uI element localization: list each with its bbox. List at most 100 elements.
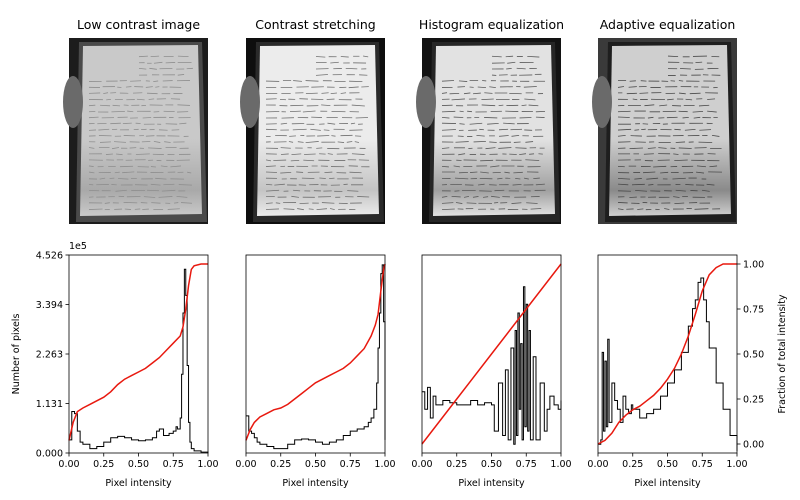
x-tick-label: 1.00 [726, 459, 747, 470]
handwriting-stroke [459, 123, 465, 125]
histogram-line [246, 264, 386, 450]
handwriting-stroke [480, 159, 494, 162]
handwriting-stroke [535, 183, 545, 186]
handwriting-stroke [163, 183, 175, 186]
handwriting-stroke [291, 153, 302, 155]
handwriting-stroke [664, 208, 670, 210]
y-tick-label-right: 0.25 [743, 395, 764, 406]
handwriting-stroke [658, 147, 667, 149]
x-tick-label: 0.50 [657, 459, 678, 470]
y-tick-label-right: 0.50 [743, 350, 764, 361]
handwriting-stroke [114, 141, 126, 143]
x-tick-label: 0.75 [692, 459, 713, 470]
x-tick-label: 1.00 [550, 459, 571, 470]
handwriting-stroke [469, 171, 478, 173]
hand-shape [416, 76, 436, 128]
handwriting-stroke [357, 196, 370, 198]
panel-title: Adaptive equalization [600, 17, 736, 32]
handwriting-stroke [695, 171, 705, 174]
handwriting-stroke [124, 208, 132, 210]
x-tick-label: 0.75 [340, 459, 361, 470]
y-axis-label-right: Fraction of total intensity [777, 294, 788, 413]
x-axis-label: Pixel intensity [282, 478, 349, 489]
handwriting-stroke [696, 165, 706, 168]
handwriting-stroke [289, 110, 301, 113]
handwriting-stroke [143, 196, 156, 198]
hand-shape [63, 76, 83, 128]
handwriting-stroke [118, 178, 129, 180]
handwriting-stroke [265, 208, 279, 210]
x-tick-label: 0.25 [622, 459, 643, 470]
handwriting-stroke [482, 196, 489, 198]
y-tick-label: 1.131 [36, 399, 63, 410]
handwriting-stroke [617, 134, 626, 137]
paper-sheet [609, 45, 731, 216]
handwriting-stroke [441, 208, 455, 211]
image-panel [63, 38, 208, 224]
histogram-line [422, 286, 562, 445]
handwriting-stroke [153, 80, 159, 82]
handwriting-stroke [181, 202, 192, 204]
handwriting-stroke [521, 104, 527, 107]
handwriting-stroke [685, 98, 693, 101]
handwriting-stroke [530, 208, 542, 210]
handwriting-stroke [693, 116, 701, 119]
handwriting-stroke [617, 128, 632, 131]
handwriting-stroke [280, 171, 292, 174]
handwriting-stroke [685, 184, 694, 186]
handwriting-stroke [178, 184, 193, 186]
handwriting-stroke [463, 196, 470, 198]
handwriting-stroke [519, 153, 527, 156]
y-axis-label-left: Number of pixels [11, 314, 22, 395]
handwriting-stroke [305, 80, 319, 82]
image-panel [416, 38, 561, 224]
handwriting-stroke [634, 178, 642, 180]
handwriting-stroke [176, 195, 188, 198]
panel-title: Histogram equalization [419, 17, 564, 32]
cdf-line [597, 263, 737, 445]
cdf-line [245, 263, 386, 441]
handwriting-stroke [354, 141, 360, 143]
handwriting-stroke [511, 202, 522, 204]
handwriting-stroke [340, 56, 349, 58]
handwriting-stroke [644, 104, 655, 107]
handwriting-stroke [265, 202, 273, 204]
handwriting-stroke [149, 67, 157, 70]
handwriting-stroke [148, 147, 162, 149]
handwriting-stroke [675, 189, 686, 192]
handwriting-stroke [130, 80, 142, 82]
histogram-line [598, 277, 738, 451]
handwriting-stroke [142, 117, 152, 119]
handwriting-stroke [441, 110, 456, 113]
handwriting-stroke [155, 86, 160, 88]
handwriting-stroke [100, 104, 111, 107]
handwriting-stroke [441, 147, 450, 149]
handwriting-stroke [161, 189, 176, 192]
handwriting-stroke [274, 183, 285, 186]
handwriting-stroke [698, 104, 710, 107]
x-tick-label: 0.00 [587, 459, 608, 470]
axes-frame [245, 254, 386, 454]
handwriting-stroke [98, 128, 110, 131]
handwriting-stroke [316, 208, 328, 211]
paper-sheet [80, 45, 202, 216]
handwriting-stroke [324, 171, 333, 174]
handwriting-stroke [675, 141, 686, 143]
histogram-panel: 0.00 0.25 0.50 0.75 1.00 Pixel intensity [58, 254, 219, 489]
handwriting-stroke [158, 196, 173, 198]
handwriting-stroke [648, 184, 654, 186]
handwriting-stroke [88, 171, 95, 174]
handwriting-stroke [472, 196, 479, 198]
handwriting-stroke [667, 55, 679, 58]
handwriting-stroke [327, 122, 336, 125]
handwriting-stroke [136, 98, 145, 101]
handwriting-stroke [362, 55, 369, 58]
handwriting-stroke [349, 171, 362, 174]
handwriting-stroke [525, 159, 540, 161]
handwriting-stroke [523, 86, 537, 88]
x-tick-label: 0.00 [235, 459, 256, 470]
y-tick-label-right: 1.00 [743, 260, 764, 271]
handwriting-stroke [647, 147, 656, 149]
x-tick-label: 1.00 [374, 459, 395, 470]
handwriting-stroke [105, 153, 113, 155]
